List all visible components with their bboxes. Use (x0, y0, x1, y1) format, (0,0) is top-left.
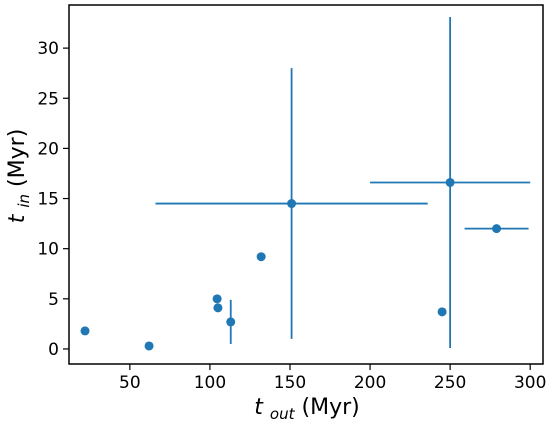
data-point-group (437, 307, 447, 317)
data-point-group (226, 299, 236, 344)
axes-layer: 50 100 150 200 250 300 0 5 10 15 20 25 30 (37, 4, 546, 393)
data-point-group (464, 224, 529, 234)
y-tick-label: 25 (37, 89, 59, 109)
y-axis-label: t in (Myr) (5, 129, 35, 224)
data-point (213, 303, 223, 313)
data-point (492, 224, 502, 234)
y-tick-label: 20 (37, 139, 59, 159)
y-tick-label: 15 (37, 190, 59, 210)
data-point (212, 294, 222, 304)
data-point (445, 177, 455, 187)
data-point (80, 326, 90, 336)
x-axis-label: t out (Myr) (254, 395, 359, 424)
x-axis-label-sub: out (270, 405, 296, 423)
data-point-group (256, 252, 266, 262)
data-point-group (155, 68, 428, 339)
x-tick-label: 150 (274, 373, 306, 393)
data-point (144, 341, 154, 351)
y-tick-label: 0 (48, 340, 59, 360)
marks-layer (80, 17, 531, 351)
x-tick-label: 300 (514, 373, 546, 393)
y-axis-label-unit: (Myr) (5, 129, 30, 187)
y-tick-label: 5 (48, 290, 59, 310)
y-tick-label: 30 (37, 39, 59, 59)
x-tick-label: 200 (354, 373, 386, 393)
data-point-group (212, 294, 222, 304)
data-point-group (144, 341, 154, 351)
data-point-group (370, 17, 531, 348)
y-axis-label-main: t (5, 213, 30, 223)
x-tick-label: 100 (194, 373, 226, 393)
x-tick-label: 50 (119, 373, 141, 393)
y-axis-label-sub: in (15, 194, 33, 208)
data-point (287, 199, 297, 209)
x-axis-label-main: t (254, 395, 264, 420)
y-tick-label: 10 (37, 240, 59, 260)
x-tick-label: 250 (434, 373, 466, 393)
data-point (256, 252, 266, 262)
plot-frame (68, 4, 544, 365)
data-point-group (213, 303, 223, 313)
data-point (226, 317, 236, 327)
data-point (437, 307, 447, 317)
x-axis-label-unit: (Myr) (302, 395, 360, 420)
labels-layer: t out (Myr) t in (Myr) (5, 129, 360, 424)
data-point-group (80, 326, 90, 336)
